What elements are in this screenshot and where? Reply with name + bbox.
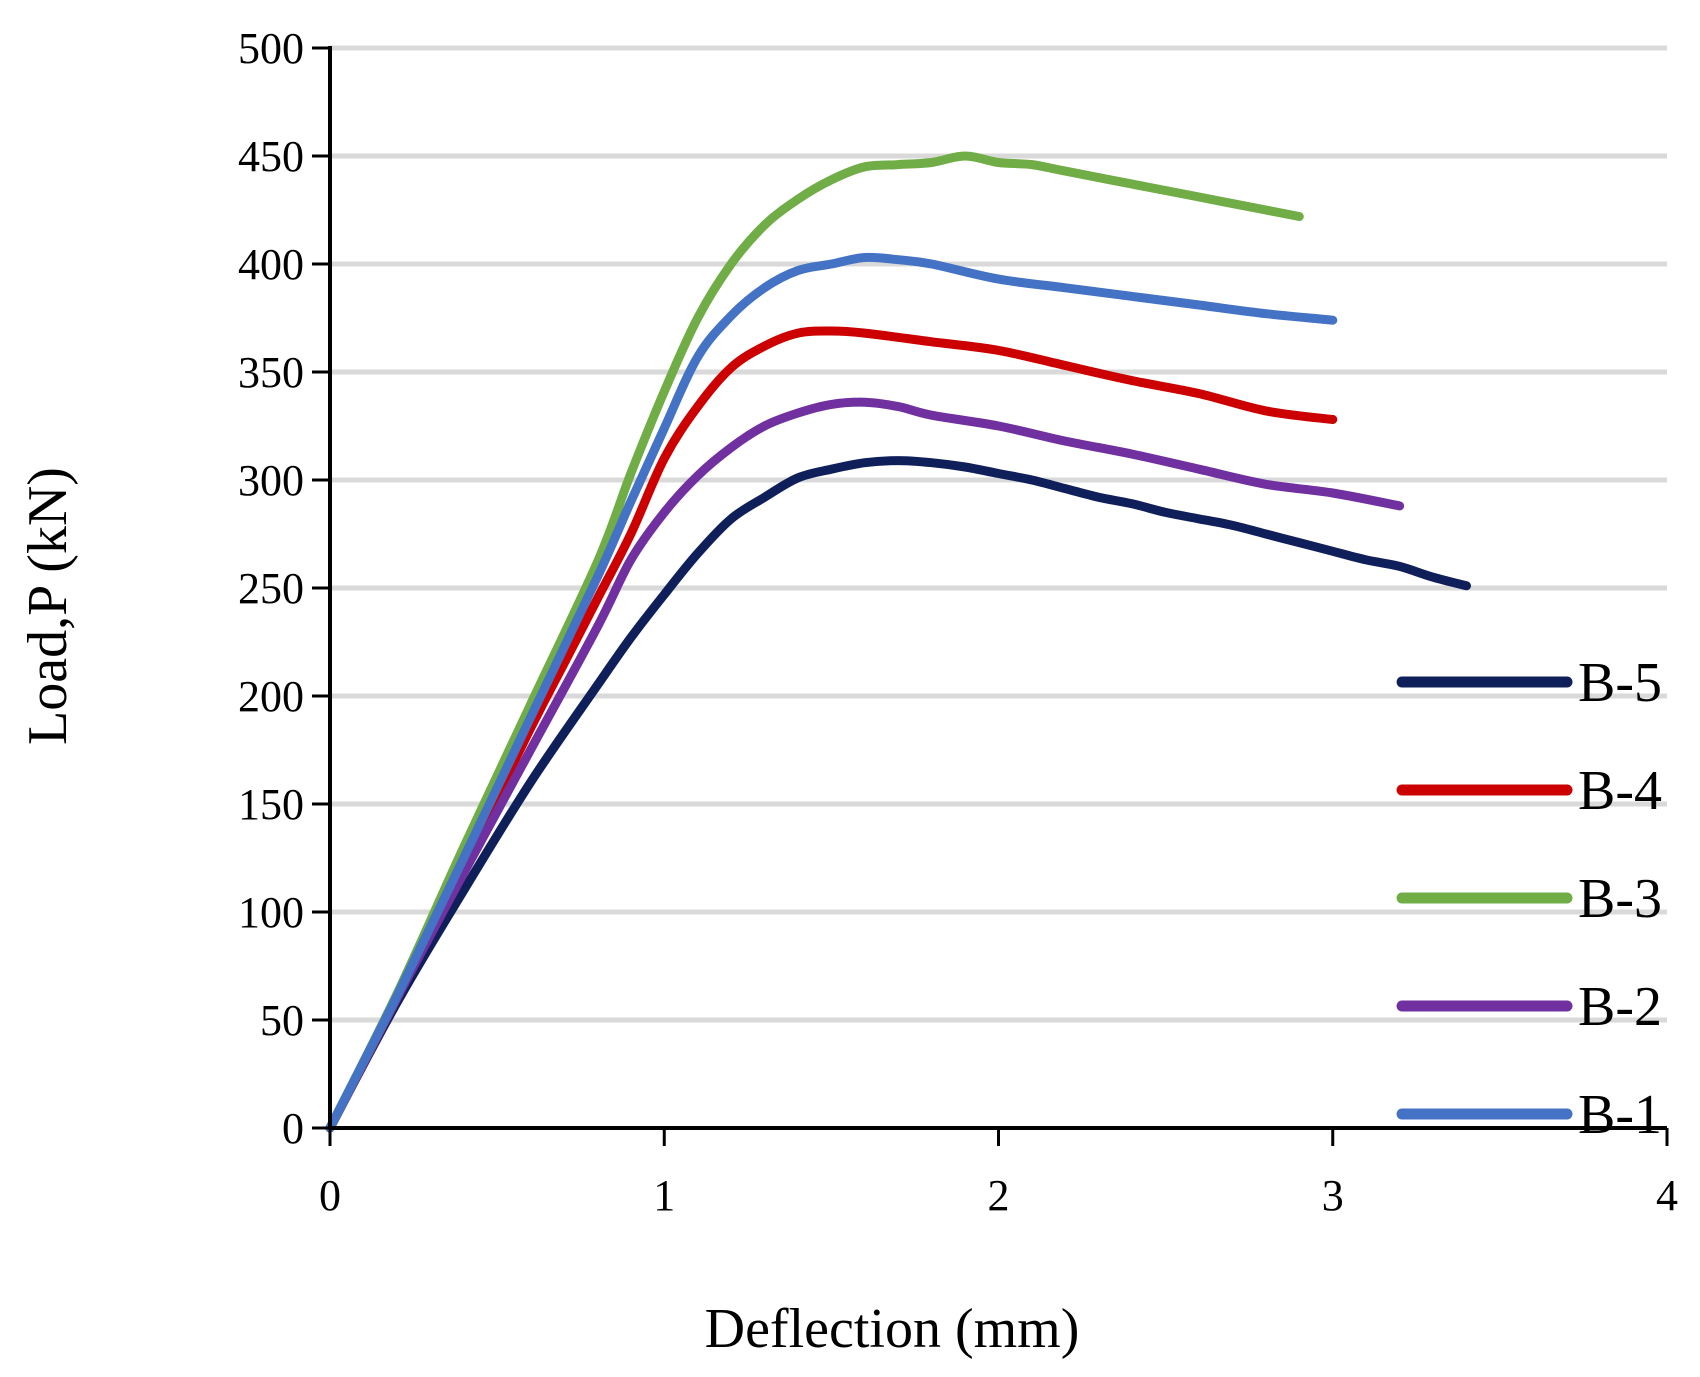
legend: B-5 B-4 B-3 B-2 B-1 [1396,652,1662,1146]
legend-label: B-5 [1578,652,1662,714]
y-tick-label: 250 [238,564,304,613]
x-tick-label: 1 [653,1171,675,1220]
legend-item-b-1: B-1 [1396,1084,1662,1146]
legend-item-b-3: B-3 [1396,868,1662,930]
x-tick-label: 4 [1656,1171,1678,1220]
y-tick-label: 50 [260,996,304,1045]
series-lines [325,151,1471,1133]
y-tick-label: 150 [238,780,304,829]
legend-item-b-5: B-5 [1396,652,1662,714]
x-tick-label: 0 [319,1171,341,1220]
axes [312,46,1669,1146]
gridlines [330,45,1667,1023]
series-line-b-2 [325,397,1405,1133]
y-tick-label: 400 [238,240,304,289]
series-line-b-1 [325,252,1338,1133]
y-tick-label: 100 [238,888,304,937]
x-tick-label: 2 [988,1171,1010,1220]
series-line-b-3 [325,151,1304,1133]
legend-label: B-1 [1578,1084,1662,1146]
series-line-b-4 [325,326,1338,1133]
x-axis-title: Deflection (mm) [705,1298,1080,1360]
y-tick-label: 500 [238,24,304,73]
y-tick-label: 450 [238,132,304,181]
y-tick-label: 300 [238,456,304,505]
series-line-b-5 [325,456,1471,1133]
y-tick-label: 200 [238,672,304,721]
x-tick-label: 3 [1322,1171,1344,1220]
legend-label: B-3 [1578,868,1662,930]
legend-item-b-4: B-4 [1396,760,1662,822]
legend-item-b-2: B-2 [1396,976,1662,1038]
y-tick-label: 0 [282,1104,304,1153]
y-axis-title: Load,P (kN) [17,467,79,745]
legend-label: B-4 [1578,760,1662,822]
tick-labels: 0 50 100 150 200 250 300 350 400 450 500 0 1 2 3 4 [238,24,1678,1220]
y-tick-label: 350 [238,348,304,397]
legend-label: B-2 [1578,976,1662,1038]
